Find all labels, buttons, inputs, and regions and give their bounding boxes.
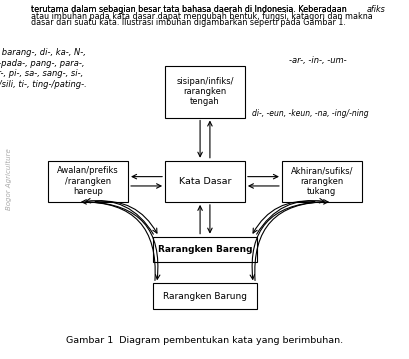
Text: Bogor Agriculture: Bogor Agriculture xyxy=(6,149,12,210)
Text: di-, -eun, -keun, -na, -ing/-ning: di-, -eun, -keun, -na, -ing/-ning xyxy=(252,109,368,118)
FancyBboxPatch shape xyxy=(152,283,257,309)
Text: Akhiran/sufiks/
rarangken
tukang: Akhiran/sufiks/ rarangken tukang xyxy=(290,166,352,196)
FancyBboxPatch shape xyxy=(152,237,257,262)
Text: Kata Dasar: Kata Dasar xyxy=(178,177,231,186)
Text: Gambar 1  Diagram pembentukan kata yang berimbuhan.: Gambar 1 Diagram pembentukan kata yang b… xyxy=(66,336,343,345)
Text: -ar-, -in-, -um-: -ar-, -in-, -um- xyxy=(288,56,346,65)
Text: afiks: afiks xyxy=(366,5,384,14)
Text: terutama dalam sebagian besar tata bahasa daerah di Indonesia. Keberadaan: terutama dalam sebagian besar tata bahas… xyxy=(31,5,348,14)
Text: terutama dalam sebagian besar tata bahasa daerah di Indonesia. Keberadaan afiks: terutama dalam sebagian besar tata bahas… xyxy=(31,5,367,14)
Text: dasar dari suatu kata. Ilustrasi imbuhan digambarkan seperti pada Gambar 1.: dasar dari suatu kata. Ilustrasi imbuhan… xyxy=(31,18,345,27)
Text: atau imbuhan pada kata dasar dapat mengubah bentuk, fungsi, katagori dan makna: atau imbuhan pada kata dasar dapat mengu… xyxy=(31,12,372,21)
FancyBboxPatch shape xyxy=(48,161,128,202)
Text: Rarangken Barung: Rarangken Barung xyxy=(163,292,246,301)
Text: Awalan/prefiks
/rarangken
hareup: Awalan/prefiks /rarangken hareup xyxy=(57,166,119,196)
Text: sisipan/infiks/
rarangken
tengah: sisipan/infiks/ rarangken tengah xyxy=(176,76,233,107)
FancyBboxPatch shape xyxy=(281,161,361,202)
Text: Rarangken Bareng: Rarangken Bareng xyxy=(157,245,252,254)
FancyBboxPatch shape xyxy=(164,65,244,118)
Text: ba-, barang-, di-, ka-, N-,
pa,-pada-, pang-, para-,
per-, pi-, sa-, sang-, si-,: ba-, barang-, di-, ka-, N-, pa,-pada-, p… xyxy=(0,48,87,89)
Text: terutama dalam sebagian besar tata bahasa daerah di Indonesia. Keberadaan 
afiks: terutama dalam sebagian besar tata bahas… xyxy=(31,5,348,25)
Text: terutama dalam sebagian besar tata bahasa daerah di Indonesia. Keberadaan: terutama dalam sebagian besar tata bahas… xyxy=(31,5,348,14)
FancyBboxPatch shape xyxy=(164,161,244,202)
